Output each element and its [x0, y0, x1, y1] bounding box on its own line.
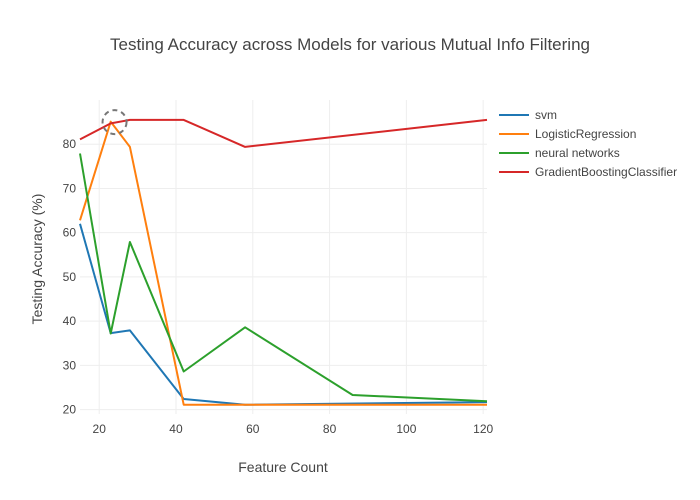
legend-label: LogisticRegression: [535, 127, 636, 141]
highlight-circle: [101, 109, 128, 136]
y-tick-label: 60: [63, 226, 77, 240]
legend-label: svm: [535, 108, 557, 122]
x-tick-label: 80: [323, 422, 337, 436]
plot-area: [79, 118, 488, 406]
y-tick-label: 70: [63, 181, 77, 195]
series-line-logisticregression: [79, 120, 487, 406]
grid: [80, 100, 487, 414]
y-tick-label: 80: [63, 137, 77, 151]
x-tick-label: 100: [396, 422, 416, 436]
y-tick-label: 20: [63, 403, 77, 417]
x-tick-label: 60: [246, 422, 260, 436]
chart-title: Testing Accuracy across Models for vario…: [110, 35, 590, 54]
y-axis: 20 30 40 50 60 70 80: [63, 137, 77, 416]
x-axis-title: Feature Count: [238, 459, 328, 475]
annotations: [101, 109, 128, 136]
y-tick-label: 50: [63, 270, 77, 284]
series-line-neural-networks: [79, 153, 488, 403]
y-axis-title: Testing Accuracy (%): [29, 194, 45, 325]
x-tick-label: 40: [169, 422, 183, 436]
y-tick-label: 40: [63, 314, 77, 328]
legend-label: GradientBoostingClassifier: [535, 165, 677, 179]
legend: svm LogisticRegression neural networks Grad…: [499, 108, 677, 179]
x-axis: 20 40 60 80 100 120: [93, 422, 494, 436]
x-tick-label: 20: [93, 422, 107, 436]
x-tick-label: 120: [473, 422, 493, 436]
series-line-gradientboostingclassifier: [79, 118, 488, 148]
series-line-svm: [79, 223, 488, 406]
legend-label: neural networks: [535, 146, 620, 160]
y-tick-label: 30: [63, 358, 77, 372]
